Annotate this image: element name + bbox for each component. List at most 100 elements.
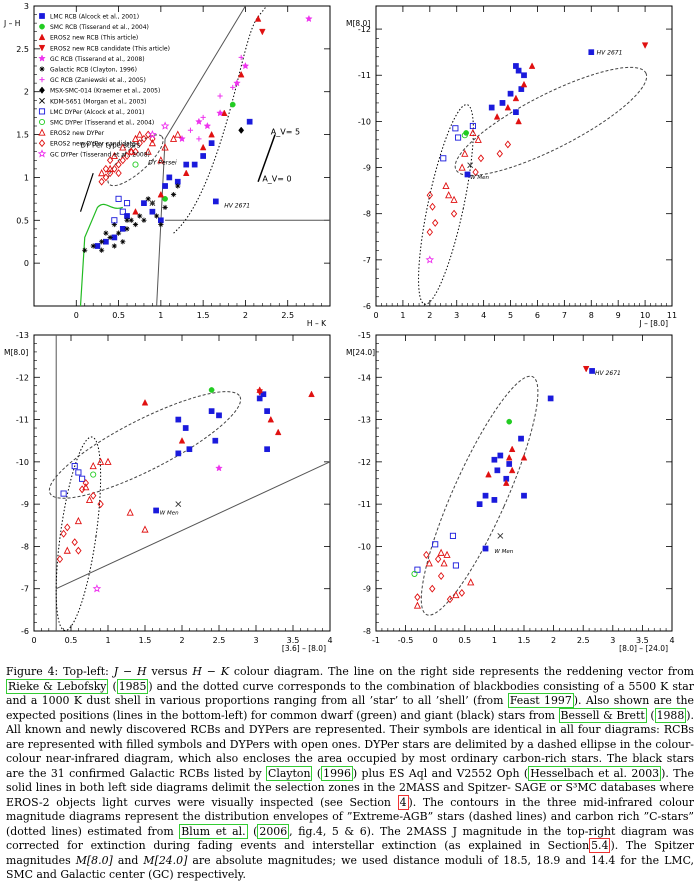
- x-tick-label: 6: [535, 311, 540, 320]
- legend-entry: EROS2 new RCB candidate (This article): [50, 45, 170, 52]
- x-tick-label: 3.5: [636, 636, 649, 645]
- dwarf-sequence-line: [79, 203, 123, 307]
- data-point-rcb-eros: [141, 398, 149, 406]
- data-point-dyper-eros: [425, 559, 433, 567]
- data-point-gc-zan: [217, 93, 223, 99]
- data-point-rcb-eros: [132, 208, 139, 215]
- x-tick-label: 1: [158, 311, 163, 320]
- x-tick-label: 3: [610, 636, 615, 645]
- data-point-dyper-eros-cand: [458, 588, 466, 597]
- data-point-dyper-eros-cand: [115, 169, 122, 178]
- data-point-dyper-eros-cand: [437, 572, 445, 580]
- data-point-gc-zan: [187, 127, 194, 133]
- legend-marker: [39, 86, 45, 94]
- data-point-rcb-eros: [505, 453, 513, 461]
- citation-link[interactable]: 2006: [257, 823, 290, 839]
- x-tick-label: 5: [508, 311, 513, 320]
- data-point-rcb-lmc: [166, 174, 173, 181]
- y-tick-label: -10: [358, 542, 371, 551]
- y-tick-label: -12: [16, 373, 29, 382]
- citation-link[interactable]: 1988: [654, 707, 687, 723]
- data-point-rcb-lmc: [208, 140, 215, 146]
- data-point-rcb-eros: [508, 445, 516, 453]
- data-point-rcb-lmc: [506, 461, 513, 467]
- legend-entry: MSX-SMC-014 (Kraemer et al., 2005): [50, 88, 160, 95]
- y-tick-label: -6: [21, 627, 29, 636]
- data-point-rcb-lmc: [491, 456, 498, 463]
- legend-entry: EROS2 new RCB (This article): [50, 35, 138, 42]
- data-point-rcb-lmc: [182, 425, 189, 431]
- data-point-dyper-eros: [442, 181, 450, 190]
- y-tick-label: -11: [16, 416, 29, 425]
- data-point-rcb-lmc: [216, 412, 222, 419]
- data-point-dyper-lmc: [452, 125, 459, 132]
- data-point-galactic: [90, 243, 96, 249]
- annotation-wmen: W Men: [494, 549, 513, 555]
- data-point-dyper-eros: [474, 135, 482, 143]
- data-point-dyper-eros: [63, 546, 71, 554]
- data-point-gc-rcb: [241, 61, 250, 70]
- data-point-dyper-eros: [148, 139, 156, 147]
- x-tick-label: 2: [243, 311, 248, 320]
- x-tick-label: 1: [105, 636, 110, 645]
- x-tick-label: 4: [481, 311, 486, 320]
- data-point-dyper-eros: [437, 548, 445, 556]
- figure-caption: Figure 4: Top-left: J − H versus H − K c…: [6, 665, 695, 881]
- data-point-rcb-lmc: [208, 408, 215, 414]
- citation-link[interactable]: Feast 1997: [507, 693, 574, 708]
- data-point-galactic: [132, 221, 139, 228]
- data-point-galactic: [99, 247, 105, 253]
- panel-top-right: 0 1 2 3 4 5 6 7 8 9 10 11 -12 -11 -10 -9 -8 -7 -6 J – [8.0]…: [346, 5, 677, 328]
- data-point-rcb-eros: [199, 143, 207, 151]
- data-point-rcb-lmc: [246, 118, 253, 125]
- x-tick-label: 1.5: [197, 311, 210, 320]
- y-axis-label: M[8.0]: [4, 348, 28, 357]
- citation-link[interactable]: Clayton: [266, 765, 313, 781]
- data-point-dyper-eros-cand: [140, 134, 148, 143]
- citation-link[interactable]: Rieke & Lebofsky: [6, 678, 109, 694]
- citation-link[interactable]: 1996: [321, 765, 353, 781]
- legend-marker: [39, 97, 45, 104]
- x-tick-label: 2: [179, 636, 184, 645]
- data-point-rcb-eros: [502, 479, 510, 486]
- citation-link[interactable]: Hesselbach et al. 2003: [528, 765, 662, 781]
- data-point-dyper-lmc: [440, 155, 447, 162]
- data-point-dyper-eros: [450, 195, 458, 203]
- data-point-dyper-eros-cand: [106, 169, 114, 178]
- data-point-dyper-smc: [411, 570, 418, 577]
- data-point-rcb-lmc: [175, 416, 182, 423]
- legend-entry: GC DYPer (Tisserand et al., 2008): [50, 151, 150, 158]
- plot-frame: [33, 5, 331, 307]
- data-point-dyper-eros-cand: [426, 228, 433, 237]
- citation-link[interactable]: 1985: [116, 678, 149, 694]
- c-star-dotted-contour: [55, 436, 102, 632]
- data-point-dyper-eros-cand: [71, 538, 78, 547]
- plot-frame: [375, 5, 673, 307]
- citation-link[interactable]: Bessell & Brett: [558, 707, 647, 723]
- data-point-dyper-eros: [161, 143, 169, 151]
- panel-top-left: 0 0.5 1 1.5 2 2.5 0 0.5 1 1.5 2 2.5 3 H – K J – H DY Pe…: [3, 2, 331, 328]
- data-point-rcb-eros-cand: [582, 365, 590, 373]
- data-point-dyper-eros: [97, 457, 105, 465]
- section-link[interactable]: 5.4: [589, 838, 611, 853]
- x-tick-label: 0: [373, 311, 378, 320]
- data-point-rcb-eros: [520, 80, 528, 88]
- giant-sequence-line: [79, 172, 94, 212]
- data-point-kdm: [497, 532, 504, 539]
- annotation-hv2671: HV 2671: [595, 370, 621, 377]
- annotation-dyper-label: DY Per type stars: [81, 141, 141, 149]
- data-point-galactic: [137, 213, 143, 219]
- data-point-dyper-smc: [461, 132, 468, 139]
- y-tick-label: -15: [358, 331, 371, 340]
- data-point-dyper-eros: [141, 525, 149, 533]
- panel-bottom-right: -1 -0.5 0 0.5 1 1.5 2 2.5 3 3.5 4 -15 -14 -13 -12 -11 -1…: [346, 331, 675, 653]
- x-axis-label: J – [8.0]: [638, 319, 668, 328]
- data-point-rcb-lmc: [183, 161, 190, 168]
- x-tick-label: 0: [31, 636, 36, 645]
- section-link[interactable]: 4: [397, 794, 409, 810]
- data-point-dyper-eros-cand: [446, 595, 454, 604]
- data-point-rcb-lmc: [499, 100, 506, 106]
- y-axis-label: M[8.0]: [346, 19, 370, 28]
- data-point-dyper-gc: [425, 255, 435, 264]
- citation-link[interactable]: Blum et al.: [179, 823, 248, 839]
